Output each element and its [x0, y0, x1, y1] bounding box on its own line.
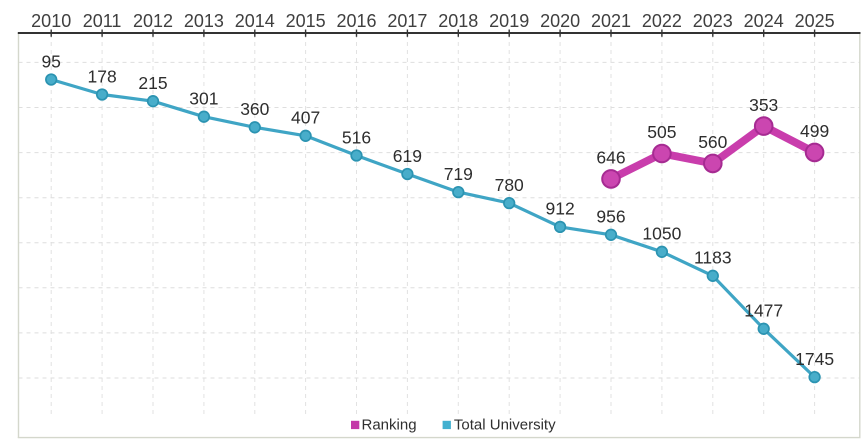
svg-text:Ranking: Ranking: [362, 417, 417, 434]
svg-text:780: 780: [495, 175, 524, 195]
svg-text:516: 516: [342, 127, 371, 147]
svg-text:2022: 2022: [642, 11, 682, 31]
svg-text:499: 499: [800, 121, 829, 141]
svg-text:215: 215: [138, 73, 167, 93]
svg-text:2024: 2024: [744, 11, 784, 31]
svg-text:2019: 2019: [489, 11, 529, 31]
svg-text:2013: 2013: [184, 11, 224, 31]
svg-text:2015: 2015: [286, 11, 326, 31]
svg-text:2020: 2020: [540, 11, 580, 31]
svg-text:2018: 2018: [438, 11, 478, 31]
svg-text:178: 178: [87, 66, 116, 86]
svg-text:2010: 2010: [31, 11, 71, 31]
svg-text:619: 619: [393, 146, 422, 166]
svg-text:2017: 2017: [387, 11, 427, 31]
svg-text:956: 956: [596, 207, 625, 227]
svg-text:2023: 2023: [693, 11, 733, 31]
svg-text:2011: 2011: [83, 11, 122, 31]
svg-text:2016: 2016: [336, 11, 376, 31]
svg-text:1477: 1477: [744, 301, 783, 321]
svg-text:Total University: Total University: [454, 417, 556, 434]
svg-text:505: 505: [647, 122, 676, 142]
svg-text:95: 95: [41, 51, 60, 71]
svg-text:407: 407: [291, 108, 320, 128]
svg-text:646: 646: [596, 148, 625, 168]
svg-text:2025: 2025: [795, 11, 835, 31]
svg-text:719: 719: [444, 164, 473, 184]
svg-text:2012: 2012: [133, 11, 173, 31]
svg-text:560: 560: [698, 132, 727, 152]
svg-text:2021: 2021: [591, 11, 631, 31]
svg-text:1050: 1050: [642, 224, 681, 244]
svg-text:353: 353: [749, 95, 778, 115]
svg-text:360: 360: [240, 99, 269, 119]
svg-text:912: 912: [545, 199, 574, 219]
svg-text:301: 301: [189, 89, 218, 109]
svg-text:2014: 2014: [235, 11, 275, 31]
svg-text:1745: 1745: [795, 349, 834, 369]
svg-text:1183: 1183: [694, 248, 732, 268]
